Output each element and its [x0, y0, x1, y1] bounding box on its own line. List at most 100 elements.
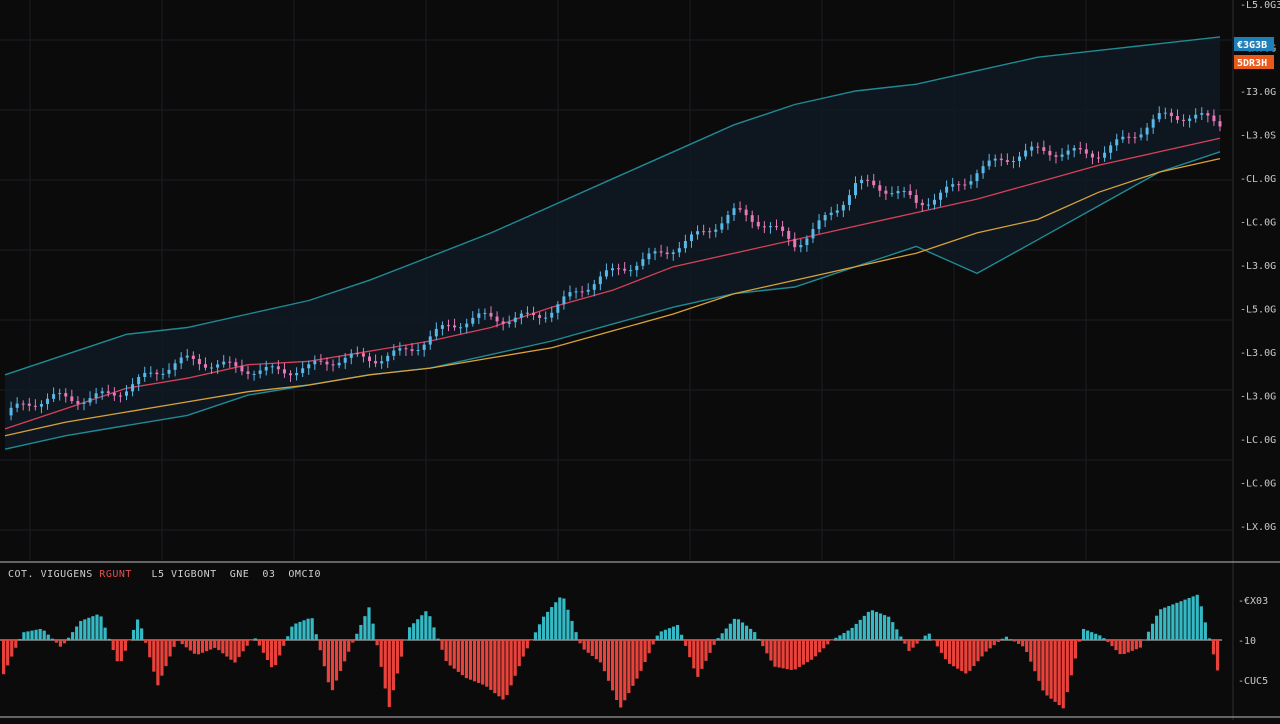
histogram-bar-positive[interactable] — [850, 627, 854, 640]
histogram-bar-negative[interactable] — [602, 640, 607, 672]
candle-down[interactable] — [659, 251, 663, 253]
candle-up[interactable] — [835, 210, 839, 213]
histogram-bar-negative[interactable] — [631, 640, 635, 686]
histogram-bar-positive[interactable] — [1081, 628, 1086, 640]
histogram-bar-negative[interactable] — [797, 640, 801, 668]
oscillator-pane[interactable]: -€X03 -10 -CUC5 — [0, 561, 1280, 718]
candle-down[interactable] — [319, 360, 323, 362]
candle-down[interactable] — [744, 209, 748, 216]
histogram-bar-negative[interactable] — [984, 640, 988, 652]
candle-up[interactable] — [185, 355, 189, 358]
histogram-bar-negative[interactable] — [761, 640, 765, 647]
histogram-bar-negative[interactable] — [123, 640, 127, 651]
histogram-bar-negative[interactable] — [615, 640, 619, 701]
candle-down[interactable] — [76, 401, 80, 404]
histogram-bar-negative[interactable] — [1110, 640, 1114, 647]
candle-up[interactable] — [829, 212, 833, 216]
candle-up[interactable] — [1139, 134, 1143, 138]
candle-down[interactable] — [197, 358, 201, 365]
histogram-bar-negative[interactable] — [221, 640, 225, 654]
histogram-bar-negative[interactable] — [387, 640, 391, 708]
histogram-bar-negative[interactable] — [460, 640, 464, 676]
histogram-bar-negative[interactable] — [578, 640, 582, 644]
candle-up[interactable] — [459, 327, 463, 329]
histogram-bar-negative[interactable] — [6, 640, 10, 666]
candle-up[interactable] — [860, 179, 864, 184]
histogram-bar-negative[interactable] — [351, 640, 355, 643]
histogram-bar-positive[interactable] — [428, 616, 432, 640]
histogram-bar-positive[interactable] — [562, 598, 566, 640]
candle-down[interactable] — [914, 195, 918, 203]
candle-up[interactable] — [635, 265, 639, 271]
candle-up[interactable] — [653, 251, 657, 254]
histogram-bar-negative[interactable] — [1041, 640, 1045, 691]
candle-up[interactable] — [258, 370, 262, 374]
histogram-bar-negative[interactable] — [907, 640, 911, 651]
candle-down[interactable] — [1005, 160, 1009, 162]
histogram-bar-negative[interactable] — [1057, 640, 1061, 706]
histogram-bar-positive[interactable] — [131, 629, 136, 640]
candle-down[interactable] — [1127, 136, 1131, 138]
candle-up[interactable] — [987, 160, 991, 167]
histogram-bar-positive[interactable] — [412, 623, 416, 640]
histogram-bar-negative[interactable] — [265, 640, 270, 660]
candle-up[interactable] — [507, 322, 511, 324]
histogram-bar-negative[interactable] — [1037, 640, 1041, 681]
histogram-bar-negative[interactable] — [200, 640, 205, 653]
candle-up[interactable] — [131, 384, 135, 392]
candle-up[interactable] — [428, 336, 432, 345]
candle-up[interactable] — [210, 367, 214, 369]
histogram-bar-negative[interactable] — [789, 640, 793, 670]
histogram-bar-positive[interactable] — [716, 638, 720, 640]
candle-up[interactable] — [1200, 113, 1204, 115]
histogram-bar-negative[interactable] — [168, 640, 172, 657]
histogram-bar-negative[interactable] — [241, 640, 245, 652]
histogram-bar-positive[interactable] — [1000, 638, 1004, 640]
candle-down[interactable] — [920, 202, 924, 206]
histogram-bar-positive[interactable] — [720, 633, 724, 640]
histogram-bar-negative[interactable] — [696, 640, 700, 677]
histogram-bar-positive[interactable] — [1159, 609, 1163, 640]
candle-up[interactable] — [252, 373, 256, 375]
histogram-bar-positive[interactable] — [436, 638, 440, 640]
histogram-bar-positive[interactable] — [659, 631, 663, 640]
histogram-bar-positive[interactable] — [866, 611, 870, 640]
candle-up[interactable] — [951, 184, 955, 187]
histogram-bar-positive[interactable] — [1199, 606, 1203, 640]
histogram-bar-negative[interactable] — [152, 640, 156, 672]
candle-up[interactable] — [216, 364, 220, 368]
histogram-bar-negative[interactable] — [379, 640, 383, 667]
histogram-bar-negative[interactable] — [334, 640, 339, 681]
histogram-bar-positive[interactable] — [1175, 602, 1179, 640]
candle-down[interactable] — [1042, 147, 1046, 151]
histogram-bar-positive[interactable] — [574, 632, 578, 640]
candle-up[interactable] — [902, 190, 906, 192]
candle-down[interactable] — [489, 312, 493, 317]
histogram-bar-positive[interactable] — [1179, 601, 1183, 640]
candle-up[interactable] — [574, 291, 578, 293]
histogram-bar-positive[interactable] — [533, 632, 538, 640]
histogram-bar-negative[interactable] — [468, 640, 473, 680]
candle-up[interactable] — [440, 325, 444, 329]
histogram-bar-positive[interactable] — [306, 618, 310, 640]
candle-down[interactable] — [775, 226, 779, 228]
candle-up[interactable] — [434, 328, 438, 337]
candle-down[interactable] — [282, 369, 286, 374]
candle-up[interactable] — [380, 361, 384, 364]
histogram-bar-negative[interactable] — [606, 640, 611, 681]
histogram-bar-positive[interactable] — [887, 616, 891, 640]
histogram-bar-negative[interactable] — [205, 640, 209, 652]
histogram-bar-negative[interactable] — [935, 640, 939, 647]
histogram-bar-negative[interactable] — [192, 640, 197, 654]
histogram-bar-positive[interactable] — [1191, 596, 1195, 640]
histogram-bar-negative[interactable] — [952, 640, 956, 667]
histogram-bar-negative[interactable] — [176, 640, 180, 641]
candle-down[interactable] — [276, 366, 280, 370]
candle-down[interactable] — [106, 391, 110, 393]
candle-down[interactable] — [240, 366, 244, 372]
histogram-bar-positive[interactable] — [1155, 615, 1159, 640]
histogram-bar-positive[interactable] — [286, 636, 290, 640]
histogram-bar-positive[interactable] — [1004, 636, 1009, 640]
histogram-bar-negative[interactable] — [196, 640, 201, 655]
histogram-bar-positive[interactable] — [570, 620, 574, 640]
